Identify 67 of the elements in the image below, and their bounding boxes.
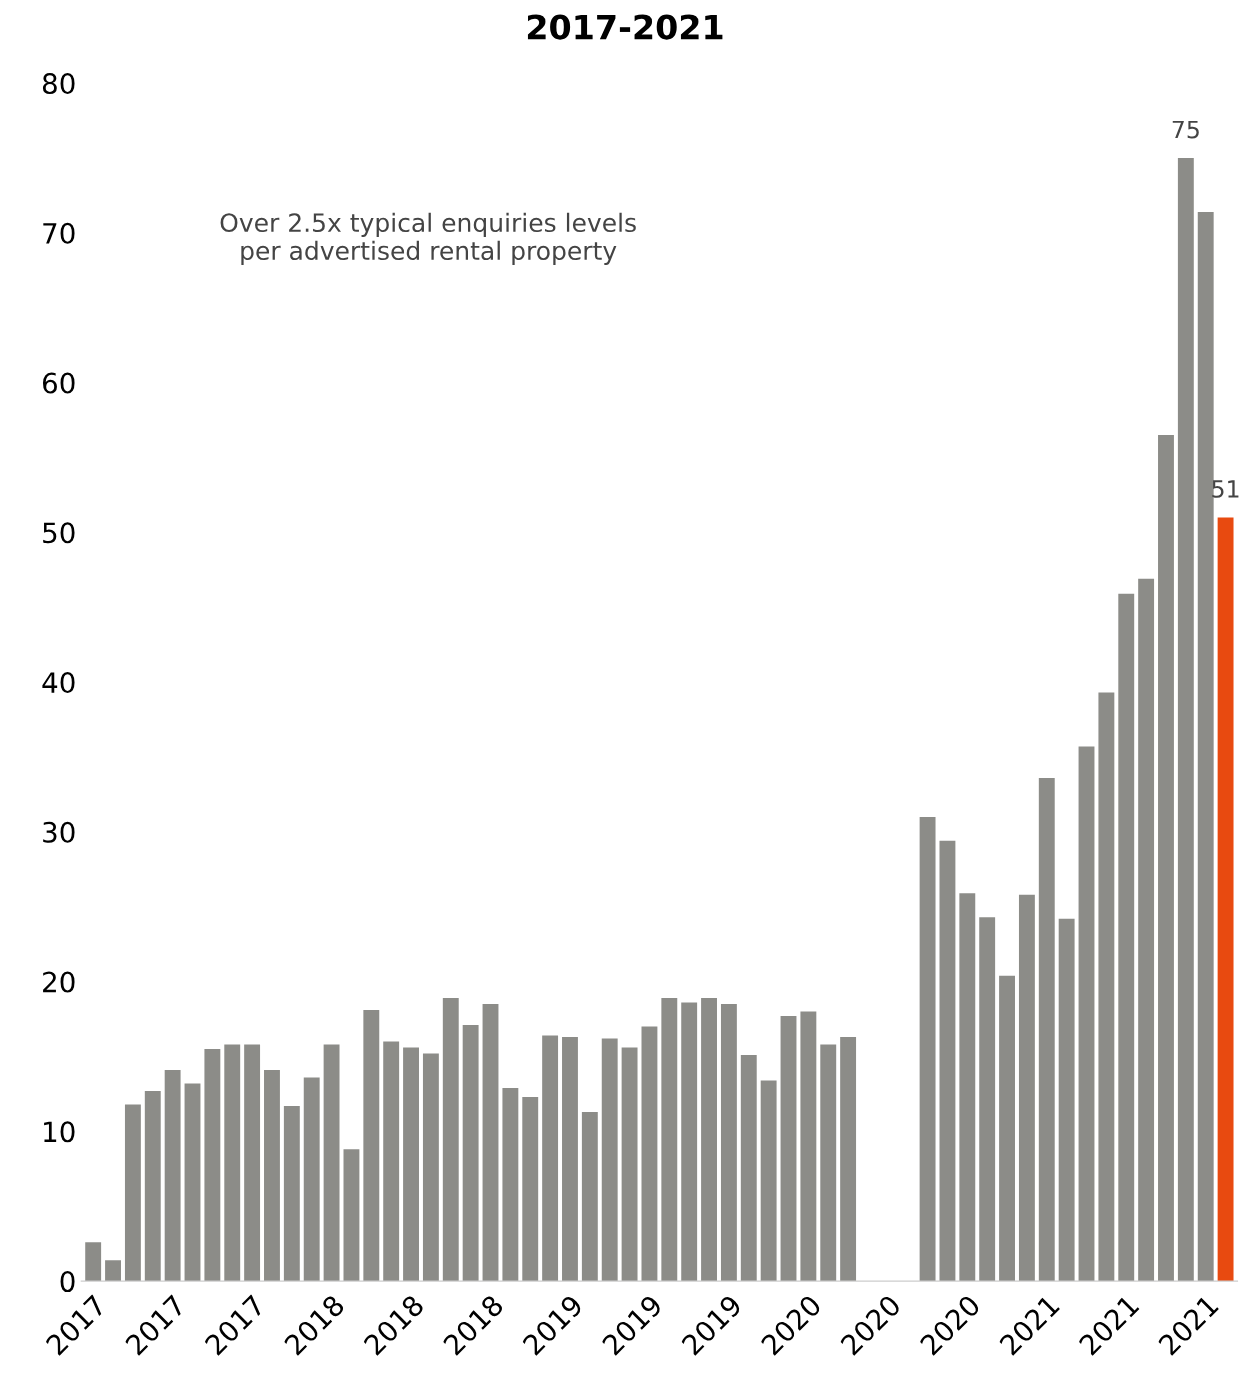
bar [820, 1044, 837, 1282]
bar [999, 975, 1015, 1282]
bar [1138, 578, 1155, 1282]
bar [1197, 211, 1214, 1282]
bar [85, 1242, 102, 1282]
bar [661, 998, 678, 1282]
bar [383, 1041, 400, 1282]
bar [919, 816, 936, 1282]
annotation: Over 2.5x typical enquiries levels per advertised rental property [220, 212, 636, 265]
bar [343, 1149, 360, 1282]
bar [224, 1044, 241, 1282]
y-tick-label: 40 [42, 672, 75, 694]
bar [840, 1037, 857, 1282]
bar [105, 1260, 121, 1282]
y-tick-label: 50 [43, 522, 75, 544]
bar [1078, 746, 1095, 1282]
bar [462, 1025, 479, 1282]
bar [641, 1026, 658, 1282]
bar [562, 1037, 578, 1282]
bar [1018, 894, 1035, 1282]
bar [800, 1011, 817, 1282]
bar [1098, 692, 1115, 1282]
y-tick-label: 30 [43, 821, 75, 843]
bar [1177, 157, 1194, 1282]
bar [1158, 435, 1174, 1282]
bar [323, 1044, 340, 1282]
bar [760, 1080, 777, 1282]
bar [939, 840, 956, 1282]
bar [124, 1104, 141, 1282]
bar [244, 1044, 261, 1282]
bar [184, 1083, 201, 1282]
y-tick-label: 0 [60, 1271, 75, 1293]
y-tick-label: 80 [42, 73, 75, 95]
bar [283, 1105, 300, 1282]
bar [164, 1069, 181, 1282]
bar [1118, 593, 1135, 1282]
bar [482, 1004, 499, 1282]
bar [422, 1053, 439, 1282]
bar [363, 1010, 380, 1282]
y-tick-label: 70 [43, 222, 75, 244]
bar [144, 1090, 161, 1282]
chart-title: 2017-2021 [527, 14, 723, 40]
y-tick-label: 10 [44, 1121, 75, 1143]
bar [720, 1004, 737, 1282]
bar [204, 1049, 221, 1282]
bar [1217, 517, 1234, 1282]
bar [979, 917, 996, 1282]
bar [681, 1002, 698, 1282]
bar [264, 1069, 280, 1282]
bar [1038, 777, 1055, 1282]
y-tick-label: 20 [43, 971, 75, 993]
bar [621, 1047, 638, 1282]
bar [581, 1111, 598, 1282]
bar [502, 1087, 519, 1282]
bar [442, 998, 459, 1282]
bar [701, 998, 717, 1282]
bar [522, 1096, 539, 1282]
bar [740, 1055, 757, 1282]
bar [542, 1035, 559, 1282]
bar [959, 893, 976, 1282]
bar [601, 1038, 618, 1282]
bar [303, 1077, 320, 1282]
bar [1058, 918, 1075, 1282]
y-tick-label: 60 [42, 372, 75, 394]
data-label: 75 [1172, 120, 1199, 139]
bar [780, 1016, 797, 1282]
bar [403, 1047, 419, 1282]
